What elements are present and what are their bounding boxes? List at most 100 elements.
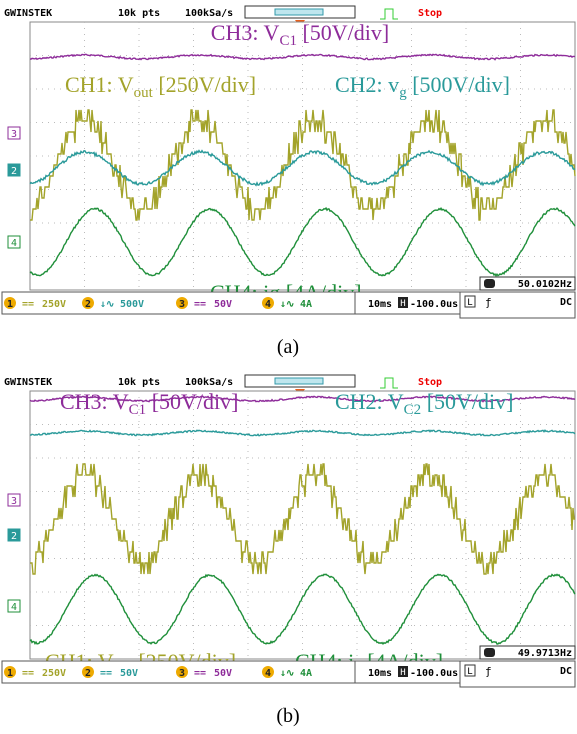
channel-number: 2	[85, 299, 91, 310]
label-subscript: C2	[404, 402, 422, 418]
volts-per-div: 50V	[120, 668, 138, 679]
waveform	[29, 149, 576, 187]
points: 10k pts	[118, 377, 160, 388]
coupling: ↓∿	[100, 299, 114, 310]
label-text: [500V/div]	[407, 72, 510, 97]
channel-marker	[7, 599, 21, 613]
waveform	[29, 206, 576, 277]
points: 10k pts	[118, 8, 160, 19]
label-subscript: g	[399, 85, 407, 101]
trigger-source-box	[464, 295, 476, 308]
channel-marker	[7, 235, 21, 249]
trigger-source: L	[467, 298, 472, 308]
label-text: CH1: V	[65, 72, 134, 97]
channel-number: 2	[85, 668, 91, 679]
channel-marker-number: 4	[11, 238, 17, 249]
channel-badge	[262, 666, 274, 678]
channel-badge	[176, 297, 188, 309]
run-icon	[380, 377, 398, 389]
channel-label: CH3: VC1 [50V/div]	[60, 389, 238, 418]
volts-per-div: 250V	[42, 299, 66, 310]
trigger-box	[459, 660, 576, 688]
coupling: ↓∿	[280, 299, 294, 310]
trigger-source: L	[467, 667, 472, 677]
scope-panel: GWINSTEK 10k pts 100kSa/s Stop CH3: VC1 [50V…	[1, 374, 576, 727]
channel-marker	[7, 126, 21, 140]
run-status: Stop	[418, 8, 442, 19]
channel-badge	[4, 666, 16, 678]
channel-marker-number: 3	[11, 129, 17, 140]
label-text: [250V/div]	[153, 72, 256, 97]
label-text: [50V/div]	[146, 389, 238, 414]
channel-marker-number: 4	[11, 602, 17, 613]
channel-number: 1	[7, 299, 13, 310]
frequency: 49.9713Hz	[518, 648, 572, 659]
delay-icon-box	[398, 297, 408, 308]
brand: GWINSTEK	[4, 377, 52, 388]
waveform	[29, 395, 576, 403]
label-text: CH2: v	[335, 72, 399, 97]
waveform	[30, 109, 576, 221]
frequency-box	[479, 276, 576, 291]
volts-per-div: 50V	[214, 668, 232, 679]
frequency-box	[479, 645, 576, 660]
coupling: ==	[100, 668, 112, 679]
timebase: 10ms	[368, 299, 392, 310]
label-text: CH3: V	[211, 20, 280, 45]
channel-marker	[7, 163, 21, 177]
memory-window	[274, 377, 324, 385]
channel-number: 1	[7, 668, 13, 679]
channel-number: 3	[179, 299, 185, 310]
channel-marker	[7, 493, 21, 507]
channel-marker	[7, 528, 21, 542]
sample-rate: 100kSa/s	[185, 8, 233, 19]
delay: -100.0us	[410, 299, 458, 310]
coupling: ==	[194, 299, 206, 310]
delay: -100.0us	[410, 668, 458, 679]
waveform	[29, 573, 576, 646]
trigger-slope: ƒ	[485, 296, 492, 309]
label-text: CH3: V	[60, 389, 129, 414]
channel-number: 3	[179, 668, 185, 679]
channel-badge	[262, 297, 274, 309]
volts-per-div: 500V	[120, 299, 144, 310]
label-subscript: C1	[279, 33, 297, 49]
coupling: ==	[22, 299, 34, 310]
frequency: 50.0102Hz	[518, 279, 572, 290]
run-icon	[380, 8, 398, 20]
channel-badge	[176, 666, 188, 678]
channel-badge	[82, 666, 94, 678]
channel-label: CH2: vg [500V/div]	[335, 72, 510, 101]
caption: (b)	[276, 705, 299, 727]
channel-badge	[82, 297, 94, 309]
channel-label: CH3: VC1 [50V/div]	[211, 20, 389, 49]
channel-marker-number: 3	[11, 496, 17, 507]
scope-panel: GWINSTEK 10k pts 100kSa/s Stop CH3: VC1 [50V…	[1, 5, 576, 358]
memory-window	[274, 8, 324, 16]
label-subscript: out	[134, 85, 154, 101]
coupling: ↓∿	[280, 668, 294, 679]
label-subscript: C1	[129, 402, 147, 418]
volts-per-div: 4A	[300, 668, 312, 679]
waveform	[29, 53, 576, 61]
coupling: ==	[22, 668, 34, 679]
trigger-coupling: DC	[560, 297, 572, 308]
volts-per-div: 4A	[300, 299, 312, 310]
timebase: 10ms	[368, 668, 392, 679]
label-text: CH2: V	[335, 389, 404, 414]
trigger-source-box	[464, 664, 476, 677]
frequency-icon	[484, 648, 495, 657]
trigger-box	[459, 291, 576, 319]
caption: (a)	[277, 336, 299, 358]
channel-badge	[4, 297, 16, 309]
delay-icon-box	[398, 666, 408, 677]
coupling: ==	[194, 668, 206, 679]
channel-marker-number: 2	[11, 531, 17, 542]
channel-marker-number: 2	[11, 166, 17, 177]
channel-label: CH2: VC2 [50V/div]	[335, 389, 513, 418]
waveform	[30, 463, 575, 575]
trigger-slope: ƒ	[485, 665, 492, 678]
delay-icon: H	[400, 668, 405, 678]
sample-rate: 100kSa/s	[185, 377, 233, 388]
